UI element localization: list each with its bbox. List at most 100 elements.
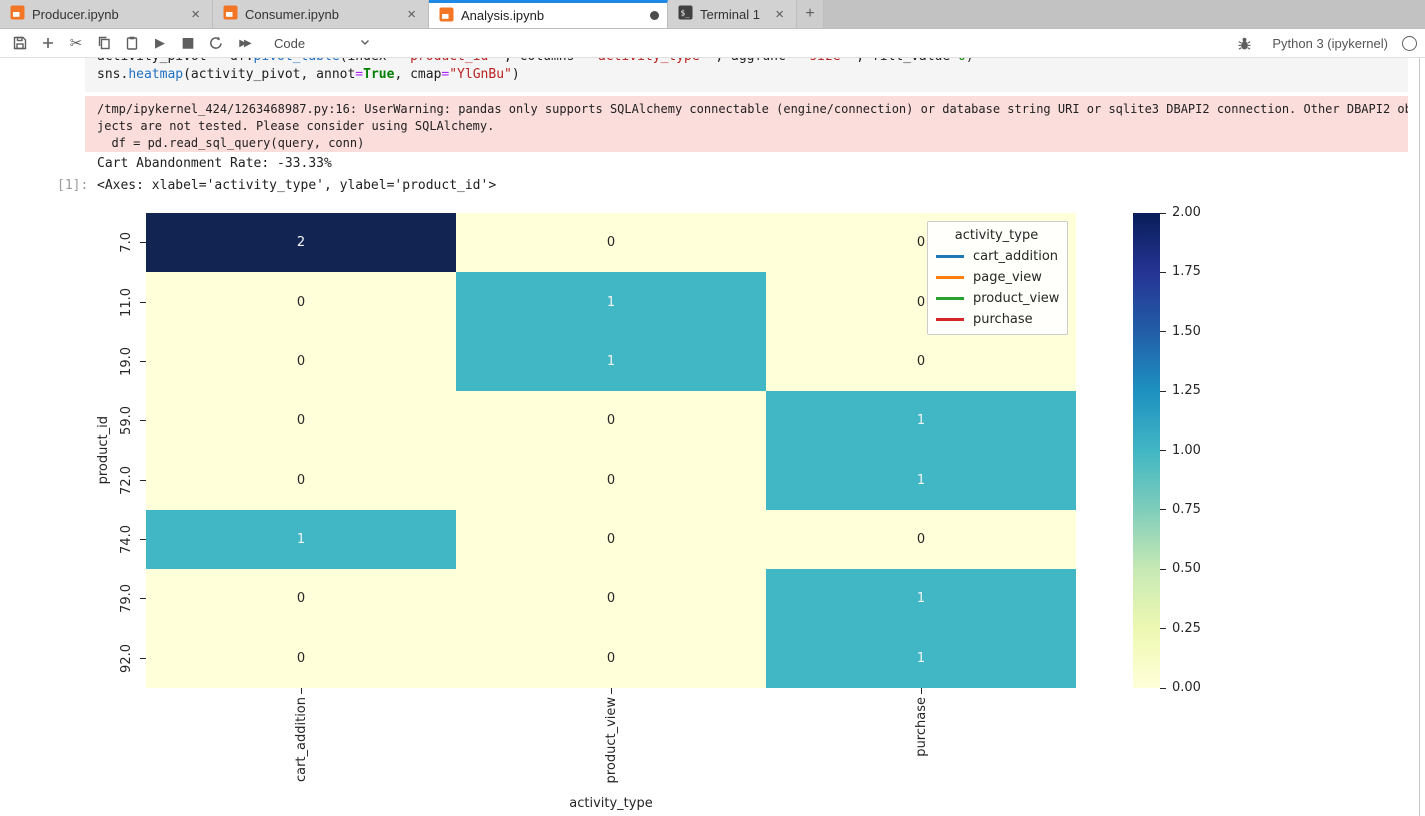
y-tick-label: 74.0 [114, 510, 138, 569]
y-axis-label: product_id [94, 213, 112, 688]
code-lines: activity_pivot = df.pivot_table(index= '… [85, 58, 1408, 84]
heatmap-cell: 1 [766, 569, 1076, 629]
y-tick-text: 74.0 [118, 525, 134, 555]
new-tab-button[interactable]: + [797, 0, 824, 28]
heatmap-cell: 0 [456, 509, 766, 570]
x-tick-label: cart_addition [146, 697, 456, 797]
copy-cells-button[interactable] [90, 30, 118, 56]
colorbar-tick-label: 0.75 [1172, 501, 1201, 517]
tab-label: Analysis.ipynb [461, 8, 545, 23]
colorbar-tick-mark [1160, 509, 1166, 511]
cell-annotation: 2 [296, 235, 306, 251]
heatmap-cell: 0 [146, 450, 456, 510]
y-tick-text: 79.0 [118, 584, 134, 614]
tab-analysis-ipynb[interactable]: Analysis.ipynb [429, 0, 668, 28]
cell-annotation: 1 [916, 413, 926, 429]
colorbar-tick-mark [1160, 331, 1166, 333]
heatmap-cell: 2 [146, 213, 456, 273]
close-icon[interactable]: × [775, 5, 784, 23]
legend-line-swatch [936, 255, 964, 258]
cell-annotation: 0 [606, 235, 616, 251]
x-tick-mark [300, 688, 302, 694]
legend-label: purchase [973, 312, 1033, 327]
x-tick-label: purchase [766, 697, 1076, 797]
colorbar-tick-mark [1160, 687, 1166, 689]
heatmap-cell: 0 [456, 213, 766, 273]
colorbar-tick-label: 1.75 [1172, 264, 1201, 280]
x-tick-label: product_view [456, 697, 766, 797]
y-tick-label: 59.0 [114, 391, 138, 450]
colorbar-tick-mark [1160, 568, 1166, 570]
legend-label: cart_addition [973, 249, 1059, 264]
restart-run-all-button[interactable]: ▶▶ [239, 37, 251, 49]
save-button[interactable] [6, 30, 34, 56]
heatmap-cell: 0 [456, 628, 766, 688]
tab-producer-ipynb[interactable]: Producer.ipynb × [0, 0, 213, 28]
tab-consumer-ipynb[interactable]: Consumer.ipynb × [213, 0, 429, 28]
y-tick-mark [140, 539, 146, 541]
interrupt-kernel-button[interactable]: ■ [181, 35, 195, 51]
cell-annotation: 0 [916, 235, 926, 251]
unsaved-dot-icon[interactable] [650, 11, 659, 20]
colorbar-tick-label: 0.50 [1172, 561, 1201, 577]
legend-label: product_view [973, 291, 1060, 306]
terminal-icon: $_ [678, 5, 693, 23]
legend-entry: page_view [934, 267, 1059, 288]
legend-entry: product_view [934, 288, 1059, 309]
colorbar-tick-label: 2.00 [1172, 205, 1201, 220]
cell-annotation: 0 [606, 591, 616, 607]
svg-text:$_: $_ [681, 9, 691, 18]
heatmap-cell: 1 [766, 450, 1076, 510]
restart-kernel-button[interactable] [202, 30, 230, 56]
warning-line: jects are not tested. Please consider us… [97, 119, 495, 133]
scrollbar-gutter[interactable] [1419, 58, 1425, 816]
heatmap-cell: 0 [146, 272, 456, 332]
stdout-output: Cart Abandonment Rate: -33.33% [97, 156, 332, 171]
notebook-icon [223, 5, 238, 23]
x-tick-text: product_view [603, 697, 619, 784]
chevron-down-icon [358, 35, 372, 52]
heatmap-cell: 0 [146, 331, 456, 392]
code-line: activity_pivot = df.pivot_table(index= '… [97, 58, 1408, 66]
legend-entry: cart_addition [934, 246, 1059, 267]
kernel-name[interactable]: Python 3 (ipykernel) [1272, 35, 1388, 51]
heatmap-cell: 0 [766, 272, 1076, 332]
legend-line-swatch [936, 318, 964, 321]
cell-annotation: 0 [606, 650, 616, 666]
paste-cells-button[interactable] [118, 30, 146, 56]
insert-cell-button[interactable] [34, 30, 62, 56]
x-tick-text: cart_addition [293, 697, 309, 783]
y-tick-text: 72.0 [118, 465, 134, 495]
y-tick-text: 92.0 [118, 643, 134, 673]
cell-annotation: 0 [296, 591, 306, 607]
legend-line-swatch [936, 276, 964, 279]
legend-label: page_view [973, 270, 1042, 285]
colorbar-tick-label: 1.25 [1172, 383, 1201, 399]
cell-type-select[interactable]: Code [268, 35, 378, 52]
y-tick-label: 11.0 [114, 272, 138, 331]
code-cell-input[interactable]: activity_pivot = df.pivot_table(index= '… [85, 58, 1408, 92]
cell-annotation: 0 [916, 353, 926, 369]
heatmap-cell: 0 [456, 391, 766, 451]
tab-label: Terminal 1 [700, 6, 760, 22]
run-cell-button[interactable]: ▶ [155, 35, 165, 51]
x-tick-mark [920, 688, 922, 694]
debugger-bug-icon[interactable] [1230, 30, 1258, 56]
close-icon[interactable]: × [191, 5, 200, 23]
heatmap-cell: 0 [456, 569, 766, 629]
y-tick-label: 7.0 [114, 213, 138, 272]
heatmap-cell: 1 [766, 628, 1076, 688]
tab-label: Consumer.ipynb [245, 6, 339, 22]
close-icon[interactable]: × [407, 5, 416, 23]
kernel-status-icon[interactable] [1402, 35, 1417, 51]
cell-annotation: 0 [296, 294, 306, 310]
heatmap-cell: 1 [456, 331, 766, 392]
cut-cells-button[interactable]: ✂ [69, 34, 83, 52]
legend-line-swatch [936, 297, 964, 300]
warning-line: df = pd.read_sql_query(query, conn) [97, 136, 365, 150]
legend-title: activity_type [954, 228, 1039, 243]
y-axis-label-text: product_id [95, 416, 111, 485]
x-axis-label: activity_type [569, 796, 653, 811]
tab-terminal-1[interactable]: $_ Terminal 1 × [668, 0, 797, 28]
